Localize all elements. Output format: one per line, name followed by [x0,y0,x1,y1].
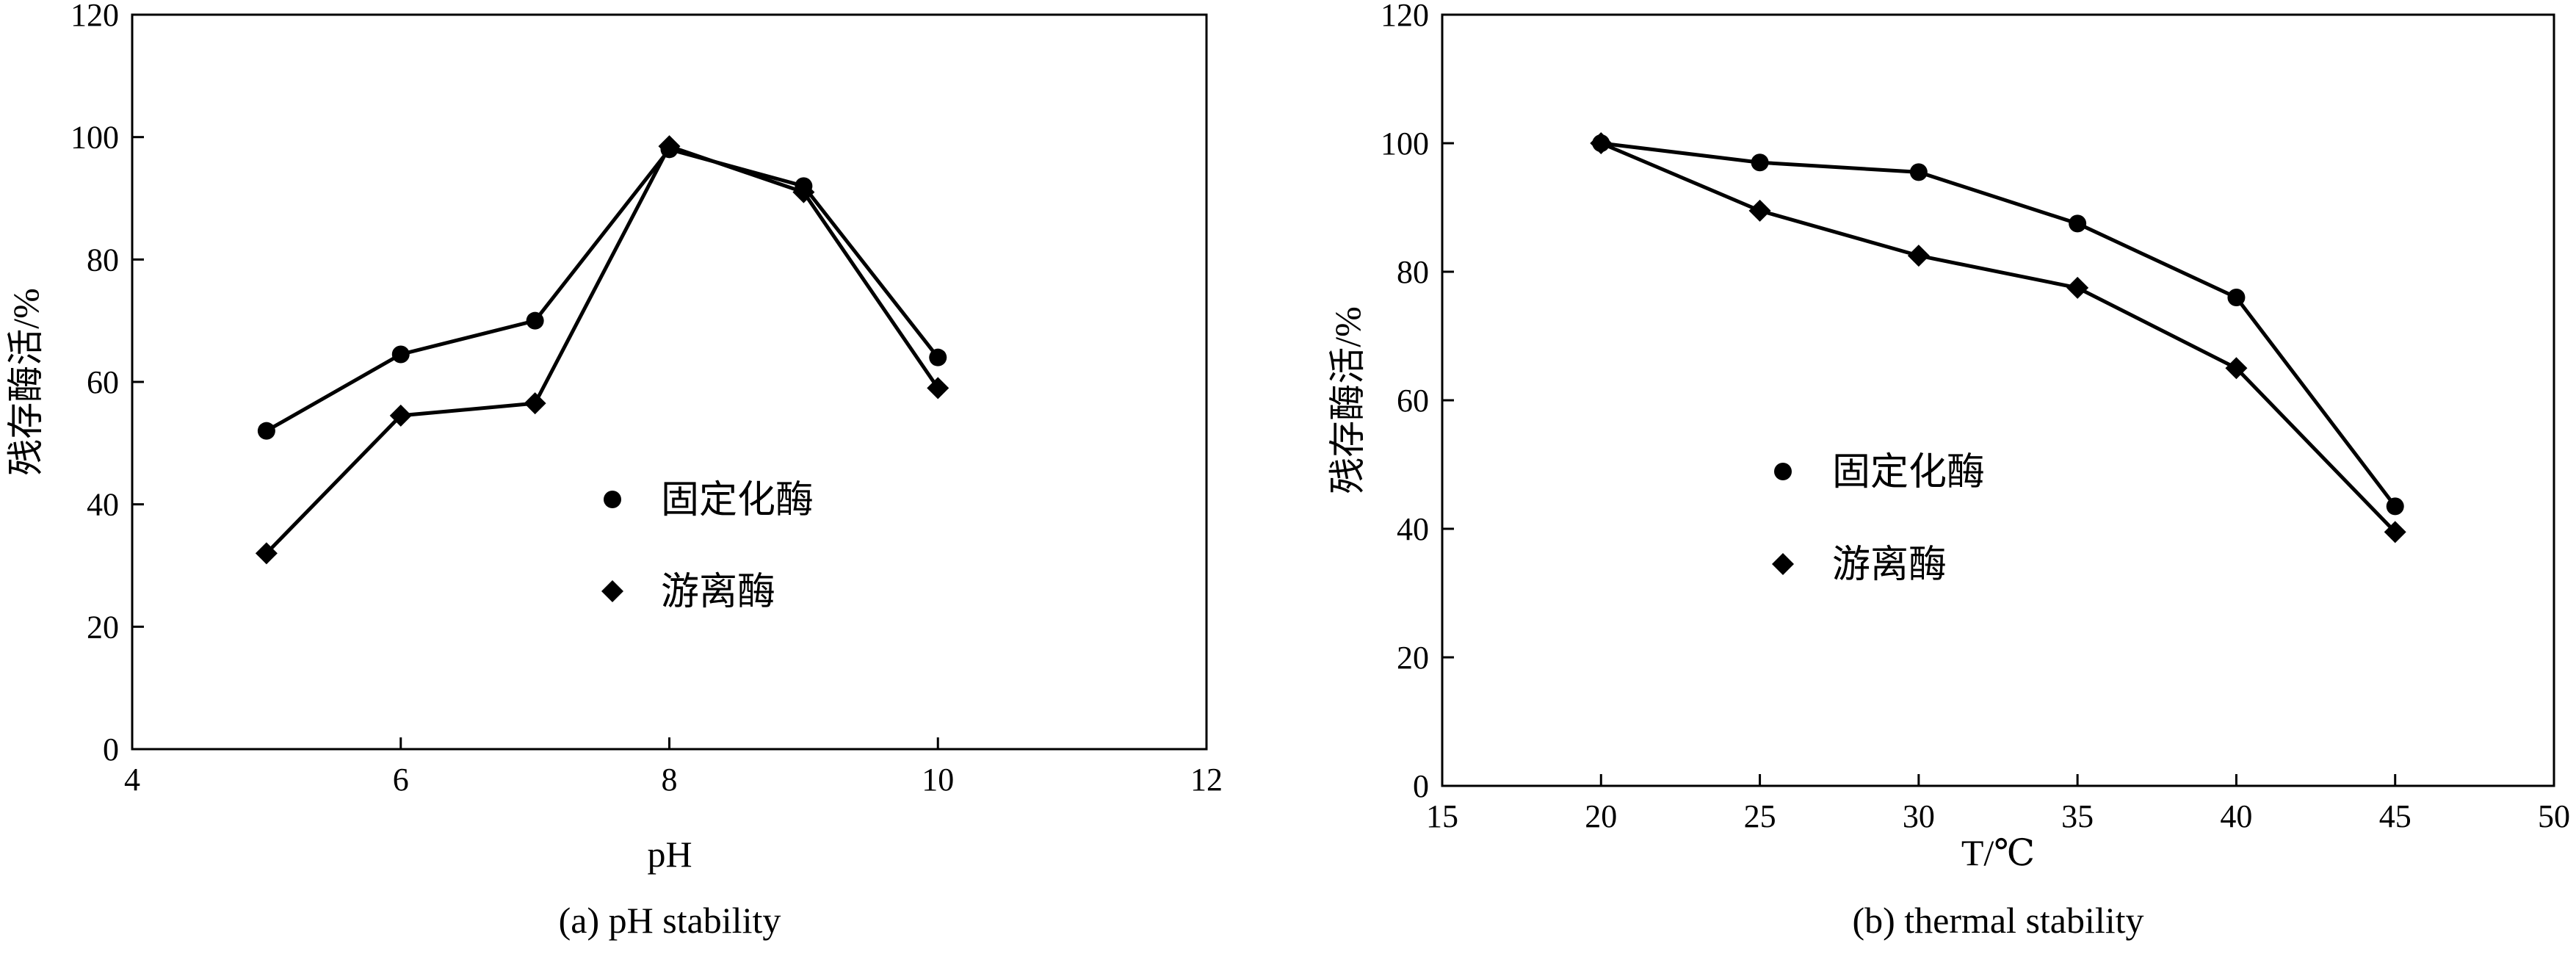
data-point [1907,245,1930,267]
series-line [1600,141,2397,508]
y-tick-label: 40 [87,487,119,523]
data-point [2069,214,2087,233]
data-point [658,135,681,158]
legend-marker-diamond [1772,553,1794,575]
x-axis-title: pH [647,834,692,875]
data-point [255,542,278,565]
legend-label: 游离酶 [1832,544,1947,586]
chart-b: 15 20 25 30 35 40 45 50 0 20 40 60 80 100 120 残存酶活/% T/℃… [1327,0,2570,941]
data-point [792,181,815,203]
chart-caption: (b) thermal stability [1852,900,2143,941]
x-tick-label: 4 [124,762,140,798]
data-point [2227,289,2246,306]
data-point [2384,521,2406,543]
series-free [1590,132,2406,543]
data-point [389,404,412,427]
data-point [2386,497,2404,516]
x-tick-label: 40 [2220,798,2252,834]
y-tick-label: 40 [1397,511,1429,547]
data-point [526,311,544,330]
legend-marker-circle [1774,463,1792,480]
x-tick-label: 10 [922,762,954,798]
series-line [1600,141,2397,534]
x-tick-label: 35 [2061,798,2094,834]
x-axis-title: T/℃ [1961,832,2035,873]
data-point [1751,153,1769,172]
data-point [1909,163,1928,181]
chart-caption: (a) pH stability [559,900,781,941]
legend-label: 游离酶 [661,571,775,613]
y-tick-label: 120 [70,0,119,33]
y-tick-label: 20 [87,609,119,645]
data-point [257,422,275,440]
series-immobilized [257,140,947,440]
x-tick-label: 20 [1585,798,1617,834]
series-free [255,135,949,565]
legend-label: 固定化酶 [661,480,814,521]
legend-marker-circle [604,491,621,508]
x-tick-label: 25 [1744,798,1776,834]
y-axis-title: 残存酶活/% [5,288,46,476]
x-tick-label: 50 [2538,798,2570,834]
series-line [265,147,940,433]
y-tick-label: 120 [1381,0,1429,33]
y-tick-label: 60 [87,364,119,400]
data-point [927,377,949,400]
data-point [1590,132,1613,154]
y-tick-label: 80 [87,242,119,278]
y-tick-label: 100 [70,120,119,156]
legend-marker-diamond [601,580,623,602]
data-point [1748,199,1771,222]
y-axis-title: 残存酶活/% [1327,306,1368,494]
x-tick-label: 8 [662,762,678,798]
data-point [2066,276,2089,299]
x-tick-label: 6 [393,762,409,798]
plot-frame [1441,13,2555,787]
x-tick-label: 15 [1426,798,1458,834]
x-tick-label: 45 [2379,798,2412,834]
x-tick-label: 12 [1190,762,1223,798]
data-point [2225,357,2248,380]
y-tick-label: 20 [1397,640,1429,676]
legend-label: 固定化酶 [1832,452,1985,494]
y-tick-label: 80 [1397,254,1429,290]
data-point [929,348,947,366]
y-tick-label: 0 [1413,768,1429,804]
data-point [524,392,546,415]
series-line [265,144,940,555]
y-tick-label: 100 [1381,126,1429,162]
x-tick-label: 30 [1903,798,1935,834]
plot-frame [131,13,1208,751]
y-tick-label: 60 [1397,383,1429,419]
y-tick-label: 0 [103,732,119,767]
data-point [391,345,410,364]
